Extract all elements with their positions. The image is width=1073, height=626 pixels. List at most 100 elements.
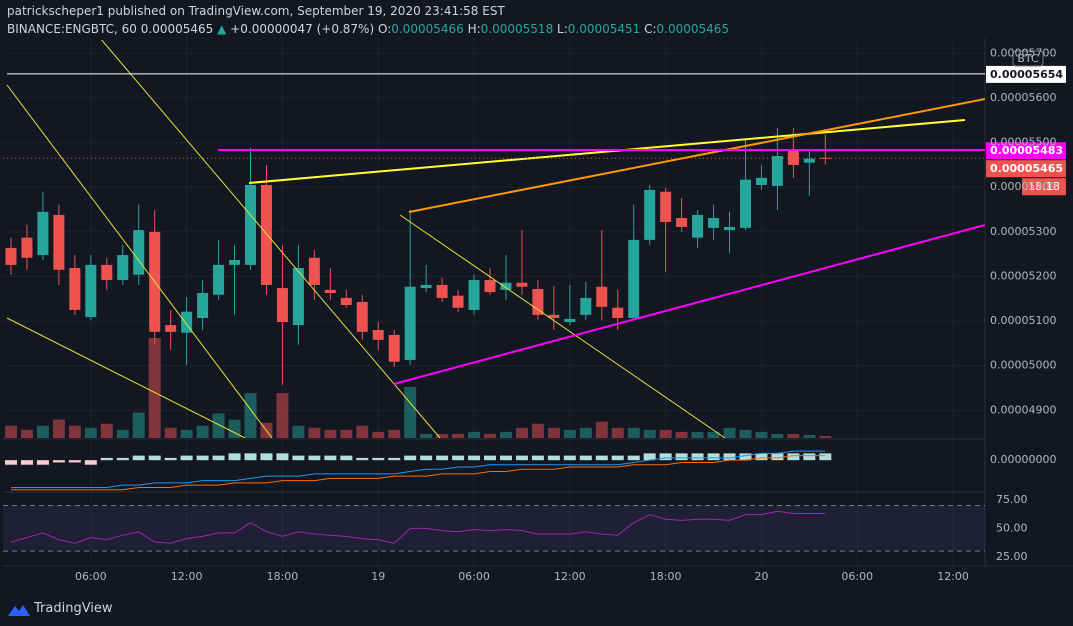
ohlc-key: O: xyxy=(377,22,392,36)
y-tick-label: 0.00005600 xyxy=(990,91,1056,104)
volume-bar xyxy=(659,429,672,438)
macd-histogram-bar xyxy=(611,455,624,461)
macd-histogram-bar xyxy=(452,455,465,461)
price-tag xyxy=(986,160,1066,178)
volume-bar xyxy=(292,425,305,438)
grid-layer xyxy=(3,38,985,566)
macd-histogram-bar xyxy=(595,455,608,461)
volume-bar xyxy=(116,429,129,438)
volume-bar xyxy=(531,423,544,438)
candle-body xyxy=(739,179,751,228)
volume-bar xyxy=(484,433,497,438)
candle-body xyxy=(340,297,352,306)
price-tag-label: 0.00005483 xyxy=(990,144,1063,157)
candle-body xyxy=(819,157,831,159)
macd-histogram-bar xyxy=(563,455,576,461)
candle-body xyxy=(21,237,33,258)
candle-body xyxy=(612,307,624,318)
candle-body xyxy=(644,189,656,240)
volume-bar xyxy=(723,427,736,438)
y-tick-label: 0.00005100 xyxy=(990,314,1056,327)
volume-bar xyxy=(436,433,449,438)
y-tick-label: 25.00 xyxy=(996,550,1028,563)
volume-bar xyxy=(132,412,145,438)
macd-histogram-bar xyxy=(515,455,528,461)
volume-bar xyxy=(563,429,576,438)
macd-histogram-bar xyxy=(739,453,752,461)
candle-body xyxy=(197,292,209,318)
macd-histogram-bar xyxy=(659,453,672,461)
candle-body xyxy=(308,257,320,285)
trend-line xyxy=(408,98,985,213)
candle-body xyxy=(771,156,783,186)
macd-histogram-bar xyxy=(372,457,385,461)
macd-histogram-bar xyxy=(276,453,289,461)
x-tick-label: 12:00 xyxy=(937,570,969,583)
price-tag xyxy=(986,142,1066,160)
trend-line xyxy=(101,40,441,438)
macd-histogram-bar xyxy=(260,453,273,461)
candle-body xyxy=(37,211,49,256)
macd-histogram-bar xyxy=(803,453,816,461)
macd-histogram-bar xyxy=(547,455,560,461)
macd-histogram-bar xyxy=(771,453,784,461)
macd-histogram-bar xyxy=(212,455,225,461)
volume-bar xyxy=(164,427,177,438)
x-tick-label: 18:00 xyxy=(267,570,299,583)
y-tick-label: 50.00 xyxy=(996,521,1028,534)
volume-bar xyxy=(499,431,512,438)
y-tick-label: 0.00005500 xyxy=(990,136,1056,149)
y-tick-label: 0.00000000 xyxy=(990,453,1056,466)
price-tags: 0.00005654 0.00005483 0.00005465 18:18 BTC xyxy=(3,50,1066,196)
volume-bar xyxy=(244,393,257,438)
logo[interactable]: TradingView xyxy=(8,601,113,616)
change-arrow: ▲ xyxy=(217,22,227,36)
macd-histogram-bar xyxy=(388,457,401,461)
candle-body xyxy=(692,214,704,238)
y-tick-label: 0.00005000 xyxy=(990,359,1056,372)
macd-histogram-bar xyxy=(324,455,337,461)
volume-bar xyxy=(212,413,225,438)
volume-bar xyxy=(180,429,193,438)
trend-line xyxy=(6,84,273,438)
macd-histogram-bar xyxy=(819,453,832,461)
macd-histogram-bar xyxy=(356,457,369,461)
volume-bar xyxy=(100,423,113,438)
author-line: patrickscheper1 published on TradingView… xyxy=(7,4,505,18)
countdown-tag xyxy=(1022,178,1066,196)
ohlc-value: 0.00005518 xyxy=(480,22,554,36)
candle-body xyxy=(516,282,528,287)
macd-histogram-bar xyxy=(707,453,720,461)
candle-body xyxy=(484,280,496,293)
volume-bar xyxy=(196,425,209,438)
volume-bar xyxy=(4,425,17,438)
volume-bar xyxy=(595,421,608,438)
volume-bar xyxy=(468,431,481,438)
y-tick-label: 0.00005300 xyxy=(990,225,1056,238)
y-tick-label: 0.00005400 xyxy=(990,180,1056,193)
macd-histogram-bar xyxy=(132,455,145,461)
candle-body xyxy=(708,218,720,228)
change: +0.00000047 (+0.87%) xyxy=(230,22,375,36)
volume-bar xyxy=(276,393,289,438)
candle-body xyxy=(53,214,65,270)
volume-bar xyxy=(515,427,528,438)
candle-body xyxy=(260,185,272,285)
macd-histogram-bar xyxy=(531,455,544,461)
volume-bar xyxy=(308,427,321,438)
indicator-layer xyxy=(3,450,985,552)
macd-histogram-bar xyxy=(723,453,736,461)
symbol-line: BINANCE:ENGBTC, 60 0.00005465 ▲ +0.00000… xyxy=(7,22,729,36)
macd-histogram-bar xyxy=(675,453,688,461)
ohlc-key: L: xyxy=(557,22,568,36)
y-tick-label: 0.00005700 xyxy=(990,46,1056,59)
macd-histogram-bar xyxy=(164,457,177,461)
candle-body xyxy=(755,177,767,186)
candle-body xyxy=(388,334,400,362)
x-tick-label: 12:00 xyxy=(171,570,203,583)
macd-histogram-bar xyxy=(643,453,656,461)
macd-histogram-bar xyxy=(787,453,800,461)
symbol: BINANCE:ENGBTC, 60 xyxy=(7,22,137,36)
candle-body xyxy=(101,264,113,281)
